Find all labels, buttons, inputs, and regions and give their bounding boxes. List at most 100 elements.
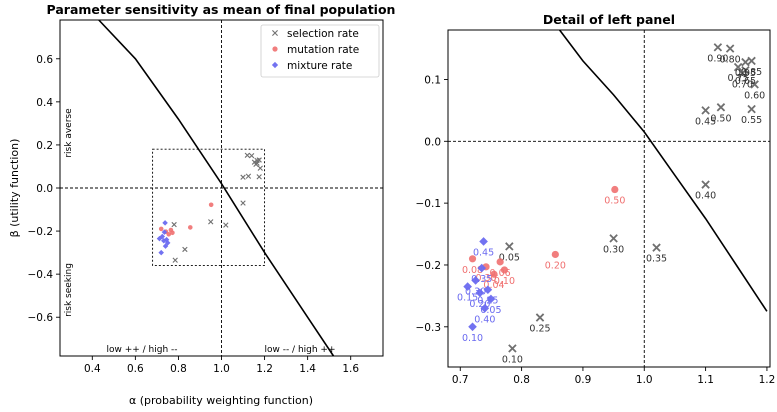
y-tick-label: 0.2 [36, 140, 53, 152]
data-point-label: 0.65 [735, 76, 756, 87]
data-point-label: 0.25 [529, 324, 550, 335]
data-point-label: 0.06 [490, 268, 511, 279]
right-panel: Detail of left panel 0.450.50 0.550.600.6… [416, 12, 776, 386]
data-point-label: 0.04 [483, 280, 504, 291]
data-point-selection-rate [750, 80, 759, 89]
legend-marker-selection-rate [272, 30, 278, 36]
data-point-mutation-rate [468, 255, 477, 263]
data-point-selection-rate [725, 44, 735, 53]
data-point-mixture-rate [161, 229, 168, 235]
data-point-label: 0.75 [728, 73, 749, 84]
x-tick-label: 1.2 [256, 363, 273, 375]
data-point-selection-rate [182, 246, 188, 253]
data-point-label: 0.20 [545, 260, 566, 271]
left-reference-lines [60, 20, 383, 356]
data-point-mixture-rate [158, 249, 164, 256]
data-point-selection-rate [254, 157, 260, 164]
data-point-selection-rate [257, 165, 263, 171]
data-point-selection-rate [256, 174, 262, 180]
x-tick-label: 1.4 [299, 363, 316, 375]
x-tick-label: 0.4 [84, 363, 101, 375]
data-point-mutation-rate [158, 226, 164, 232]
data-point-label: 0.20 [469, 299, 490, 310]
legend-box [260, 24, 380, 78]
data-point-selection-rate [609, 234, 618, 243]
low-high-right-annotation: low -- / high ++ [264, 345, 335, 355]
data-point-label: 0.10 [462, 333, 483, 344]
y-tick-label: −0.2 [28, 226, 54, 238]
data-point-label: 0.50 [604, 196, 625, 207]
x-tick-label: 1.0 [213, 363, 230, 375]
data-point-selection-rate [171, 221, 177, 228]
y-tick-label: 0.4 [36, 97, 53, 109]
right-y-ticks: 0.1 0.0 −0.1 −0.2 −0.3 [416, 74, 448, 334]
legend-label-selection: selection rate [287, 28, 359, 40]
right-data-points: 0.450.50 0.550.600.650.700.750.800.850.90… [457, 43, 765, 365]
data-point-mutation-rate [490, 270, 498, 278]
data-point-selection-rate [733, 62, 743, 72]
data-point-label: 0.05 [480, 305, 501, 316]
data-point-selection-rate [652, 243, 661, 252]
data-point-label: 0.90 [707, 53, 728, 64]
data-point-label: 0.95 [735, 68, 756, 79]
risk-seeking-annotation: risk seeking [64, 263, 74, 317]
data-point-mixture-rate [471, 276, 480, 285]
boundary-curve-line [98, 19, 335, 357]
data-point-selection-rate [701, 180, 710, 189]
left-y-ticks: 0.6 0.4 0.2 0.0 −0.2 −0.4 −0.6 [28, 54, 60, 324]
data-point-mutation-rate [496, 258, 504, 266]
data-point-selection-rate [747, 104, 756, 114]
data-point-label: 0.85 [741, 67, 762, 78]
data-point-label: 0.05 [499, 252, 520, 263]
data-point-label: 0.15 [457, 293, 478, 304]
data-point-mixture-rate [486, 294, 496, 304]
data-point-selection-rate [208, 219, 214, 225]
left-x-axis-label: α (probability weighting function) [129, 394, 313, 407]
low-high-left-annotation: low ++ / high -- [106, 345, 177, 355]
data-point-label: 0.80 [720, 55, 741, 66]
legend: selection rate mutation rate mixture rat… [260, 24, 380, 78]
left-boundary-curve [98, 19, 335, 357]
data-point-label: 0.40 [474, 314, 495, 325]
data-point-label: 0.40 [695, 191, 716, 202]
x-tick-label: 1.1 [697, 374, 714, 386]
data-point-label: 0.35 [471, 274, 492, 285]
detail-box-rect [152, 148, 266, 266]
legend-marker-mutation-rate [272, 46, 278, 52]
data-point-selection-rate [701, 106, 710, 115]
right-plot-frame [447, 29, 771, 368]
data-point-mutation-rate [611, 185, 619, 194]
data-point-mutation-rate [187, 225, 193, 230]
data-point-label: 0.10 [494, 276, 515, 287]
data-point-selection-rate [248, 153, 255, 159]
data-point-selection-rate [240, 174, 246, 180]
x-tick-label: 1.0 [636, 374, 653, 386]
data-point-mixture-rate [463, 282, 472, 291]
boundary-curve-line [558, 29, 768, 312]
data-point-label: 0.25 [477, 296, 498, 307]
data-point-label: 0.10 [502, 354, 523, 365]
y-tick-label: −0.6 [28, 312, 54, 324]
data-point-label: 0.08 [462, 265, 483, 276]
legend-label-mixture: mixture rate [287, 60, 352, 72]
x-tick-label: 0.7 [452, 374, 469, 386]
right-x-ticks: 0.7 0.8 0.9 1.0 1.1 1.2 [452, 367, 775, 386]
data-point-selection-rate [713, 43, 723, 52]
right-reference-lines [448, 30, 770, 367]
data-point-selection-rate [716, 103, 726, 112]
data-point-mixture-rate [477, 263, 487, 273]
left-panel: Parameter sensitivity as mean of final p… [8, 2, 395, 407]
data-point-mixture-rate [483, 285, 493, 295]
data-point-label: 0.35 [646, 254, 667, 265]
data-point-mixture-rate [162, 243, 169, 249]
data-point-selection-rate [251, 159, 258, 165]
left-panel-title: Parameter sensitivity as mean of final p… [47, 2, 396, 17]
y-tick-label: −0.3 [416, 322, 442, 334]
data-point-mutation-rate [551, 250, 559, 259]
data-point-selection-rate [508, 344, 517, 353]
right-panel-title: Detail of left panel [543, 12, 675, 27]
y-tick-label: −0.4 [28, 269, 54, 281]
data-point-mutation-rate [170, 230, 175, 236]
data-point-selection-rate [244, 152, 251, 158]
